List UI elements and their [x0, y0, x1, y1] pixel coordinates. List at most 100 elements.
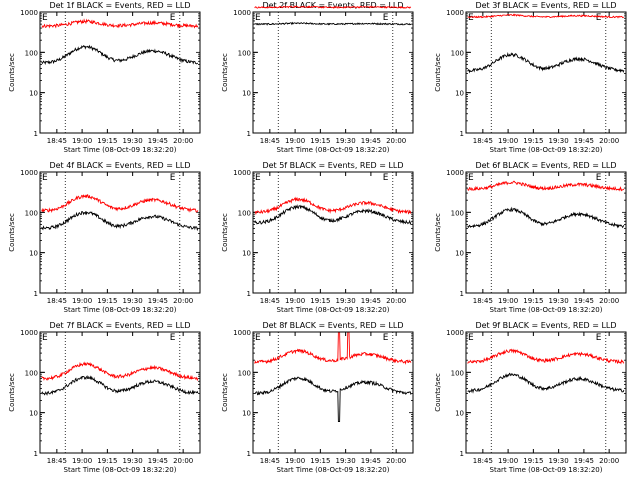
y-tick-label: 10 — [29, 250, 38, 258]
y-axis-label: Counts/sec — [434, 53, 442, 92]
x-tick-label: 20:00 — [386, 457, 406, 465]
x-tick-label: 19:00 — [72, 297, 92, 305]
lld-series-line — [254, 196, 412, 216]
x-tick-label: 18:45 — [47, 457, 67, 465]
event-flag: E — [170, 173, 176, 183]
y-tick-label: 100 — [451, 49, 464, 57]
x-tick-label: 19:30 — [336, 457, 356, 465]
plot-frame — [252, 171, 414, 294]
x-tick-label: 19:15 — [523, 137, 543, 145]
y-tick-label: 100 — [25, 209, 38, 217]
y-axis-label: Counts/sec — [221, 213, 229, 252]
x-tick-label: 20:00 — [173, 137, 193, 145]
event-flag: E — [170, 333, 176, 343]
chart-title: Det 2f BLACK = Events, RED = LLD — [262, 1, 403, 10]
x-axis-label: Start Time (08-Oct-09 18:32:20) — [277, 306, 390, 314]
x-tick-label: 19:15 — [97, 297, 117, 305]
y-tick-label: 1000 — [20, 9, 38, 17]
events-series-line — [467, 52, 625, 74]
events-series-line — [41, 375, 199, 396]
event-flag: E — [42, 333, 48, 343]
event-flag: E — [596, 173, 602, 183]
plot-frame — [39, 11, 201, 134]
lld-series-line — [41, 18, 199, 29]
y-tick-label: 100 — [25, 369, 38, 377]
lld-series-line — [41, 193, 199, 214]
x-tick-label: 19:30 — [123, 297, 143, 305]
x-tick-label: 18:45 — [473, 457, 493, 465]
y-tick-label: 1000 — [446, 169, 464, 177]
events-series-line — [254, 376, 412, 423]
y-tick-label: 10 — [242, 90, 251, 98]
x-axis-label: Start Time (08-Oct-09 18:32:20) — [490, 146, 603, 154]
y-tick-label: 10 — [242, 410, 251, 418]
y-tick-label: 1000 — [20, 329, 38, 337]
x-tick-label: 19:45 — [361, 457, 381, 465]
x-axis-label: Start Time (08-Oct-09 18:32:20) — [64, 306, 177, 314]
x-tick-label: 19:15 — [97, 457, 117, 465]
y-tick-label: 100 — [25, 49, 38, 57]
plot-frame — [39, 171, 201, 294]
x-tick-label: 19:30 — [549, 297, 569, 305]
events-series-line — [254, 21, 412, 26]
y-axis-label: Counts/sec — [221, 373, 229, 412]
event-flag: E — [468, 173, 474, 183]
y-tick-label: 1000 — [446, 329, 464, 337]
y-tick-label: 100 — [238, 369, 251, 377]
event-flag: E — [468, 333, 474, 343]
chart-panel-2: Det 2f BLACK = Events, RED = LLD 1 10 100 10… — [221, 1, 414, 154]
x-tick-label: 20:00 — [599, 137, 619, 145]
y-axis-label: Counts/sec — [221, 53, 229, 92]
chart-title: Det 4f BLACK = Events, RED = LLD — [49, 161, 190, 170]
y-tick-label: 10 — [455, 410, 464, 418]
x-tick-label: 20:00 — [599, 297, 619, 305]
event-flag: E — [596, 13, 602, 23]
chart-panel-8: Det 8f BLACK = Events, RED = LLD 1 10 100 10… — [221, 321, 414, 474]
x-tick-label: 19:45 — [574, 457, 594, 465]
lld-series-line — [467, 180, 625, 192]
y-tick-label: 1000 — [20, 169, 38, 177]
x-tick-label: 19:45 — [574, 137, 594, 145]
y-tick-label: 100 — [238, 209, 251, 217]
x-tick-label: 18:45 — [260, 137, 280, 145]
x-tick-label: 19:45 — [361, 297, 381, 305]
events-series-line — [41, 210, 199, 232]
x-tick-label: 19:15 — [523, 297, 543, 305]
x-tick-label: 19:00 — [498, 297, 518, 305]
event-flag: E — [383, 173, 389, 183]
plot-frame — [252, 11, 414, 134]
y-tick-label: 1000 — [446, 9, 464, 17]
x-tick-label: 18:45 — [473, 297, 493, 305]
event-flag: E — [255, 173, 261, 183]
event-flag: E — [255, 13, 261, 23]
event-flag: E — [468, 13, 474, 23]
x-tick-label: 19:30 — [549, 457, 569, 465]
events-series-line — [41, 44, 199, 66]
x-tick-label: 19:00 — [72, 457, 92, 465]
x-tick-label: 18:45 — [260, 297, 280, 305]
plot-frame — [39, 331, 201, 454]
x-tick-label: 18:45 — [260, 457, 280, 465]
y-tick-label: 100 — [451, 209, 464, 217]
chart-title: Det 5f BLACK = Events, RED = LLD — [262, 161, 403, 170]
y-axis-label: Counts/sec — [8, 53, 16, 92]
y-axis-label: Counts/sec — [434, 213, 442, 252]
chart-panel-5: Det 5f BLACK = Events, RED = LLD 1 10 100 10… — [221, 161, 414, 314]
y-tick-label: 1 — [460, 290, 464, 298]
y-tick-label: 1 — [247, 450, 251, 458]
chart-title: Det 6f BLACK = Events, RED = LLD — [475, 161, 616, 170]
y-tick-label: 1 — [247, 130, 251, 138]
x-tick-label: 19:15 — [310, 457, 330, 465]
x-tick-label: 19:30 — [336, 297, 356, 305]
x-axis-label: Start Time (08-Oct-09 18:32:20) — [277, 466, 390, 474]
y-tick-label: 1000 — [233, 329, 251, 337]
x-tick-label: 19:45 — [574, 297, 594, 305]
y-tick-label: 1 — [34, 450, 38, 458]
event-flag: E — [596, 333, 602, 343]
x-tick-label: 19:15 — [97, 137, 117, 145]
y-tick-label: 10 — [29, 410, 38, 418]
y-tick-label: 1 — [34, 290, 38, 298]
x-axis-label: Start Time (08-Oct-09 18:32:20) — [277, 146, 390, 154]
event-flag: E — [42, 13, 48, 23]
